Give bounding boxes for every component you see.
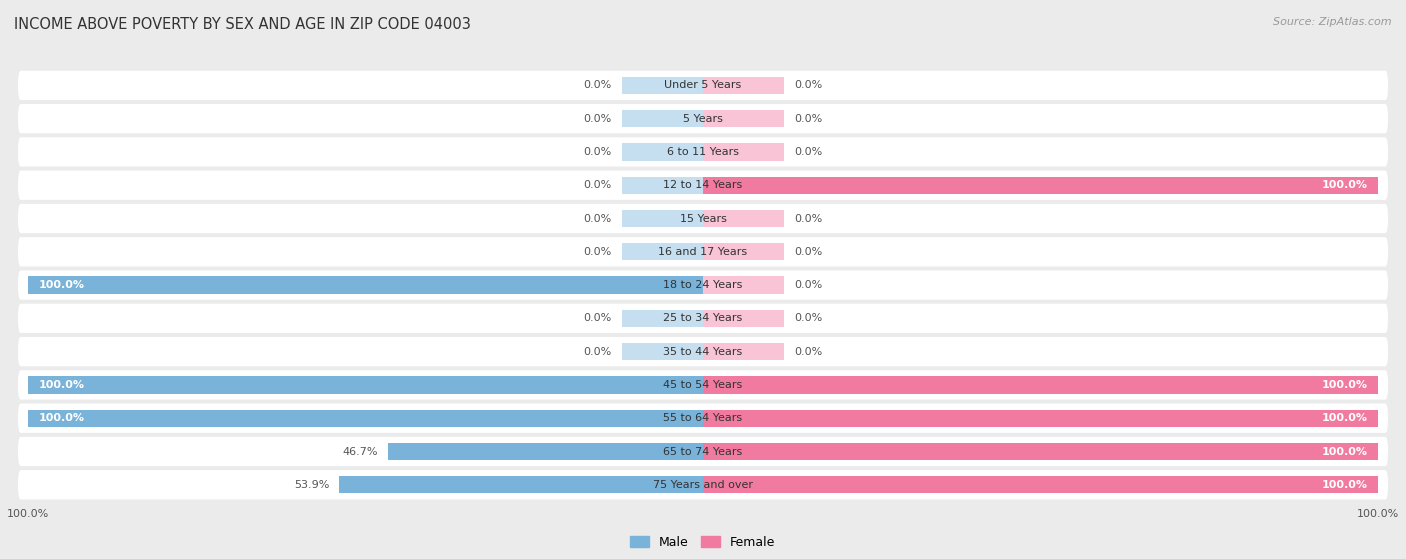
Bar (28, 277, 703, 293)
FancyBboxPatch shape (18, 271, 1388, 300)
Bar (703, 243, 785, 260)
Text: 0.0%: 0.0% (583, 314, 612, 323)
Bar (621, 310, 703, 327)
Text: 15 Years: 15 Years (679, 214, 727, 224)
Text: 0.0%: 0.0% (794, 214, 823, 224)
Text: 0.0%: 0.0% (794, 113, 823, 124)
Text: 35 to 44 Years: 35 to 44 Years (664, 347, 742, 357)
Text: 0.0%: 0.0% (794, 80, 823, 91)
Text: 0.0%: 0.0% (794, 147, 823, 157)
Bar (703, 277, 785, 293)
Text: 100.0%: 100.0% (1322, 413, 1368, 423)
Bar (703, 143, 785, 160)
FancyBboxPatch shape (18, 437, 1388, 466)
Bar (621, 143, 703, 160)
FancyBboxPatch shape (18, 370, 1388, 400)
Text: 12 to 14 Years: 12 to 14 Years (664, 180, 742, 190)
Bar (621, 110, 703, 127)
Text: Under 5 Years: Under 5 Years (665, 80, 741, 91)
Bar (621, 343, 703, 361)
Bar (388, 443, 703, 460)
Text: 0.0%: 0.0% (583, 147, 612, 157)
Bar (28, 410, 703, 427)
Text: 65 to 74 Years: 65 to 74 Years (664, 447, 742, 457)
Text: 45 to 54 Years: 45 to 54 Years (664, 380, 742, 390)
Bar (703, 210, 785, 227)
Text: 55 to 64 Years: 55 to 64 Years (664, 413, 742, 423)
Text: Source: ZipAtlas.com: Source: ZipAtlas.com (1274, 17, 1392, 27)
Legend: Male, Female: Male, Female (626, 530, 780, 553)
Text: 100.0%: 100.0% (1322, 480, 1368, 490)
FancyBboxPatch shape (18, 337, 1388, 366)
Bar (621, 243, 703, 260)
FancyBboxPatch shape (18, 304, 1388, 333)
Text: 0.0%: 0.0% (583, 113, 612, 124)
Text: 25 to 34 Years: 25 to 34 Years (664, 314, 742, 323)
Text: 100.0%: 100.0% (1322, 380, 1368, 390)
Text: 18 to 24 Years: 18 to 24 Years (664, 280, 742, 290)
Bar (703, 343, 785, 361)
Text: 53.9%: 53.9% (294, 480, 329, 490)
Text: 0.0%: 0.0% (794, 247, 823, 257)
Bar (621, 210, 703, 227)
FancyBboxPatch shape (18, 404, 1388, 433)
Bar (703, 77, 785, 94)
FancyBboxPatch shape (18, 138, 1388, 167)
FancyBboxPatch shape (18, 237, 1388, 267)
Bar (339, 476, 703, 494)
Text: 0.0%: 0.0% (794, 314, 823, 323)
Text: 100.0%: 100.0% (1322, 447, 1368, 457)
FancyBboxPatch shape (18, 204, 1388, 233)
Bar (621, 77, 703, 94)
Text: 100.0%: 100.0% (38, 380, 84, 390)
FancyBboxPatch shape (18, 470, 1388, 499)
FancyBboxPatch shape (18, 71, 1388, 100)
Text: INCOME ABOVE POVERTY BY SEX AND AGE IN ZIP CODE 04003: INCOME ABOVE POVERTY BY SEX AND AGE IN Z… (14, 17, 471, 32)
Bar (703, 443, 1378, 460)
Text: 0.0%: 0.0% (583, 80, 612, 91)
Text: 0.0%: 0.0% (583, 180, 612, 190)
Bar (703, 310, 785, 327)
Bar (703, 476, 1378, 494)
Text: 0.0%: 0.0% (794, 280, 823, 290)
Text: 100.0%: 100.0% (1322, 180, 1368, 190)
Bar (703, 110, 785, 127)
Bar (703, 177, 1378, 194)
Text: 75 Years and over: 75 Years and over (652, 480, 754, 490)
Bar (28, 376, 703, 394)
Text: 100.0%: 100.0% (38, 280, 84, 290)
Bar (703, 376, 1378, 394)
Text: 46.7%: 46.7% (342, 447, 378, 457)
Text: 5 Years: 5 Years (683, 113, 723, 124)
Text: 100.0%: 100.0% (38, 413, 84, 423)
FancyBboxPatch shape (18, 170, 1388, 200)
Bar (703, 410, 1378, 427)
Text: 0.0%: 0.0% (794, 347, 823, 357)
Bar (621, 177, 703, 194)
Text: 0.0%: 0.0% (583, 347, 612, 357)
Text: 6 to 11 Years: 6 to 11 Years (666, 147, 740, 157)
FancyBboxPatch shape (18, 104, 1388, 133)
Text: 0.0%: 0.0% (583, 247, 612, 257)
Text: 0.0%: 0.0% (583, 214, 612, 224)
Text: 16 and 17 Years: 16 and 17 Years (658, 247, 748, 257)
